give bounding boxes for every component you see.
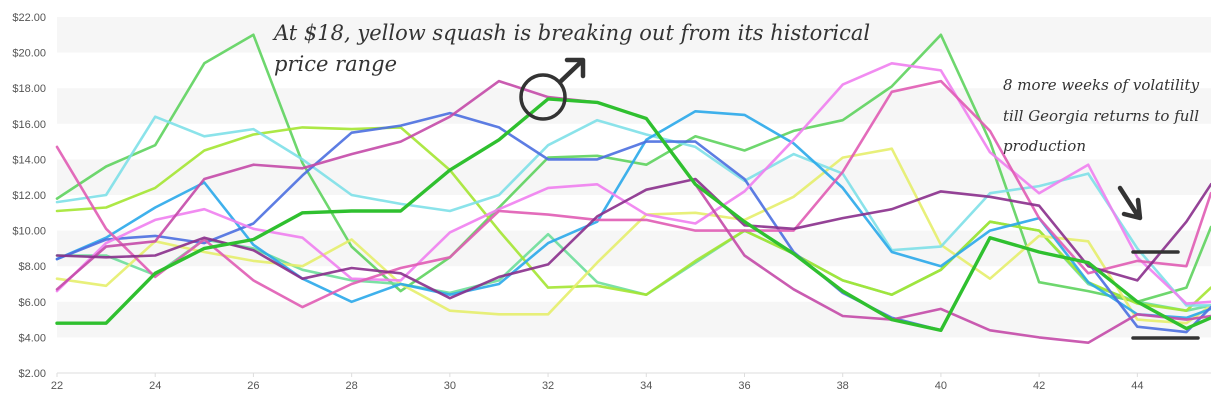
y-axis: $2.00 $4.00 $6.00 $8.00 $10.00 $12.00 $14.00 $1…	[12, 12, 46, 380]
annotation-squash-line-1: At $18, yellow squash is breaking out fr…	[272, 21, 870, 45]
series-line	[55, 177, 1211, 300]
y-tick-label: $12.00	[12, 190, 46, 202]
series-line-highlight	[55, 97, 1211, 332]
annotation-squash: At $18, yellow squash is breaking out fr…	[272, 21, 870, 121]
series-line	[55, 126, 1211, 313]
series-line	[55, 79, 1211, 309]
arrow-up-right-icon	[557, 57, 586, 85]
x-tick-label: 36	[738, 380, 750, 392]
grid-band	[57, 159, 1211, 195]
grid-band	[57, 17, 1211, 53]
annotation-georgia-line-2: till Georgia returns to full	[1003, 107, 1199, 125]
annotation-georgia-line-3: production	[1003, 137, 1086, 155]
y-tick-label: $8.00	[18, 261, 46, 273]
grid-band	[57, 88, 1211, 124]
series-line	[55, 33, 1211, 304]
x-tick-label: 44	[1131, 380, 1143, 392]
annotation-squash-line-2: price range	[274, 52, 397, 76]
y-tick-label: $2.00	[18, 368, 46, 380]
grid-band	[57, 301, 1211, 338]
y-tick-label: $16.00	[12, 119, 46, 131]
arrow-down-right-icon	[1117, 185, 1143, 221]
series-line	[55, 115, 1211, 307]
annotation-georgia-line-1: 8 more weeks of volatility	[1003, 76, 1200, 94]
x-tick-label: 30	[444, 380, 456, 392]
annotation-georgia: 8 more weeks of volatility till Georgia …	[1003, 76, 1200, 340]
x-tick-label: 38	[837, 380, 849, 392]
x-tick-label: 28	[346, 380, 358, 392]
y-tick-label: $10.00	[12, 226, 46, 238]
highlight-circle	[519, 73, 567, 121]
x-tick-label: 22	[51, 380, 63, 392]
series-line	[55, 61, 1211, 305]
y-tick-label: $22.00	[12, 12, 46, 24]
y-tick-label: $4.00	[18, 332, 46, 344]
x-tick-label: 34	[640, 380, 652, 392]
x-tick-label: 32	[542, 380, 554, 392]
x-tick-label: 40	[935, 380, 947, 392]
grid-bands	[57, 17, 1211, 338]
y-tick-label: $6.00	[18, 297, 46, 309]
x-tick-label: 42	[1033, 380, 1045, 392]
y-tick-label: $20.00	[12, 48, 46, 60]
x-axis: 22 24 26 28 30 32 34 36 38 40 42 44	[51, 372, 1211, 392]
x-tick-label: 26	[247, 380, 259, 392]
y-tick-label: $18.00	[12, 83, 46, 95]
x-tick-label: 24	[149, 380, 161, 392]
series-lines	[55, 33, 1211, 345]
y-tick-label: $14.00	[12, 154, 46, 166]
